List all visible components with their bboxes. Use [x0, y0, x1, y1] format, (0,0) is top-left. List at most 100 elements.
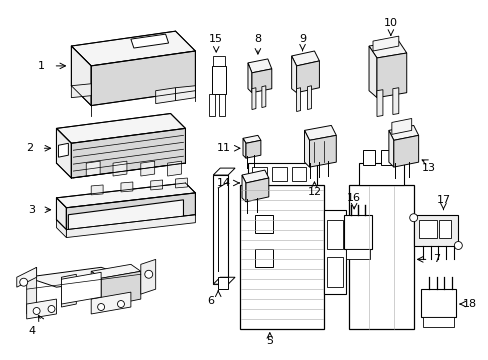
Bar — [291, 167, 305, 181]
Bar — [254, 215, 272, 233]
Polygon shape — [296, 61, 319, 93]
Polygon shape — [243, 135, 260, 143]
Polygon shape — [251, 88, 255, 109]
Polygon shape — [388, 130, 393, 167]
Polygon shape — [27, 267, 131, 287]
Text: 11: 11 — [217, 143, 231, 153]
Text: 9: 9 — [298, 34, 305, 44]
Bar — [346, 249, 369, 260]
Circle shape — [453, 242, 461, 249]
Text: 13: 13 — [421, 163, 435, 173]
Text: 2: 2 — [26, 143, 33, 153]
Polygon shape — [59, 143, 68, 157]
Text: 12: 12 — [307, 187, 321, 197]
Text: 10: 10 — [383, 18, 397, 28]
Circle shape — [48, 306, 55, 312]
Polygon shape — [91, 264, 141, 278]
Polygon shape — [66, 215, 195, 238]
Bar — [358, 163, 403, 185]
Text: 15: 15 — [209, 34, 223, 44]
Text: 5: 5 — [266, 336, 273, 346]
Polygon shape — [368, 41, 406, 58]
Polygon shape — [213, 168, 235, 175]
Polygon shape — [391, 118, 411, 134]
Polygon shape — [372, 36, 398, 51]
Polygon shape — [27, 304, 37, 314]
Polygon shape — [91, 292, 131, 314]
Circle shape — [117, 301, 124, 307]
Bar — [348, 185, 413, 329]
Polygon shape — [213, 277, 235, 284]
Polygon shape — [175, 86, 195, 100]
Polygon shape — [368, 46, 376, 98]
Polygon shape — [91, 185, 103, 195]
Polygon shape — [167, 161, 181, 176]
Bar — [344, 215, 371, 249]
Bar — [420, 289, 455, 317]
Polygon shape — [141, 260, 155, 294]
Bar — [247, 163, 317, 185]
Polygon shape — [304, 125, 336, 140]
Bar — [439, 220, 450, 238]
Polygon shape — [247, 59, 271, 73]
Circle shape — [409, 214, 417, 222]
Text: 1: 1 — [38, 61, 45, 71]
Polygon shape — [245, 140, 260, 158]
Polygon shape — [17, 267, 37, 287]
Text: 8: 8 — [254, 34, 261, 44]
Text: 6: 6 — [206, 296, 213, 306]
Polygon shape — [131, 34, 168, 48]
Text: 16: 16 — [346, 193, 361, 203]
Polygon shape — [101, 271, 141, 307]
Polygon shape — [71, 84, 91, 98]
Text: 18: 18 — [462, 299, 476, 309]
Polygon shape — [218, 277, 228, 289]
Bar — [418, 220, 436, 238]
Bar — [271, 167, 286, 181]
Polygon shape — [61, 272, 101, 304]
Polygon shape — [56, 220, 66, 238]
Polygon shape — [155, 88, 175, 104]
Text: 4: 4 — [28, 326, 35, 336]
Polygon shape — [242, 175, 245, 202]
Polygon shape — [86, 161, 100, 176]
Polygon shape — [309, 135, 336, 167]
Polygon shape — [56, 183, 195, 208]
Text: 14: 14 — [217, 178, 231, 188]
Polygon shape — [291, 51, 319, 66]
Polygon shape — [242, 170, 268, 183]
Polygon shape — [291, 56, 296, 93]
Polygon shape — [121, 182, 133, 192]
Polygon shape — [141, 161, 154, 176]
Polygon shape — [56, 198, 66, 230]
Polygon shape — [245, 178, 268, 202]
Circle shape — [20, 278, 28, 286]
Polygon shape — [56, 113, 185, 143]
Polygon shape — [71, 129, 185, 178]
Polygon shape — [61, 274, 76, 307]
Polygon shape — [66, 193, 195, 230]
Polygon shape — [175, 178, 187, 188]
Bar — [209, 94, 215, 116]
Text: 3: 3 — [28, 205, 35, 215]
Bar — [326, 220, 343, 249]
Polygon shape — [388, 125, 418, 140]
Polygon shape — [296, 88, 300, 112]
Bar — [422, 317, 453, 327]
Polygon shape — [56, 129, 71, 178]
Text: 7: 7 — [432, 255, 439, 264]
Polygon shape — [213, 175, 228, 284]
Polygon shape — [376, 90, 382, 117]
Polygon shape — [27, 267, 37, 314]
Polygon shape — [251, 69, 271, 93]
Circle shape — [33, 307, 40, 314]
Circle shape — [98, 303, 104, 310]
Polygon shape — [393, 135, 418, 167]
Polygon shape — [262, 86, 265, 108]
Polygon shape — [392, 88, 398, 114]
Polygon shape — [91, 51, 195, 105]
Text: 17: 17 — [435, 195, 449, 205]
Polygon shape — [307, 86, 311, 109]
Polygon shape — [71, 46, 91, 105]
Bar — [324, 210, 346, 294]
